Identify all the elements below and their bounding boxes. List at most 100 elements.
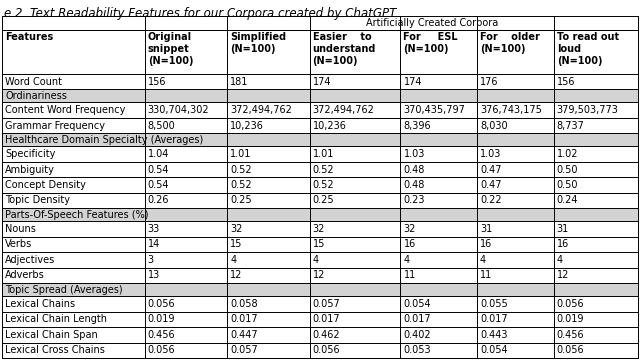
Text: Features: Features: [5, 33, 53, 42]
Text: 32: 32: [312, 224, 325, 234]
Bar: [2, 89, 638, 102]
Text: Parts-Of-Speech Features (%): Parts-Of-Speech Features (%): [5, 210, 148, 220]
Text: 0.057: 0.057: [230, 345, 258, 355]
Text: 0.52: 0.52: [230, 164, 252, 174]
Text: Lexical Chain Length: Lexical Chain Length: [5, 314, 107, 324]
Text: Lexical Cross Chains: Lexical Cross Chains: [5, 345, 105, 355]
Text: 181: 181: [230, 77, 248, 87]
Text: 0.056: 0.056: [148, 345, 175, 355]
Text: 1.03: 1.03: [403, 149, 425, 159]
Text: 0.47: 0.47: [480, 180, 502, 190]
Text: 0.057: 0.057: [312, 299, 340, 309]
Text: 11: 11: [480, 270, 492, 281]
Text: 372,494,762: 372,494,762: [230, 105, 292, 115]
Bar: [2, 30, 638, 74]
Text: 16: 16: [403, 239, 416, 249]
Text: 10,236: 10,236: [312, 121, 346, 131]
Bar: [2, 74, 638, 89]
Text: For    older
(N=100): For older (N=100): [480, 33, 540, 54]
Text: 1.03: 1.03: [480, 149, 501, 159]
Bar: [2, 133, 638, 146]
Text: 176: 176: [480, 77, 499, 87]
Text: 3: 3: [148, 255, 154, 265]
Text: 4: 4: [557, 255, 563, 265]
Text: 330,704,302: 330,704,302: [148, 105, 209, 115]
Bar: [2, 327, 638, 342]
Text: 0.017: 0.017: [480, 314, 508, 324]
Bar: [2, 177, 638, 193]
Text: Adjectives: Adjectives: [5, 255, 55, 265]
Text: 0.019: 0.019: [557, 314, 584, 324]
Text: 0.50: 0.50: [557, 180, 578, 190]
Text: 0.443: 0.443: [480, 330, 508, 340]
Text: 33: 33: [148, 224, 160, 234]
Text: 0.456: 0.456: [148, 330, 175, 340]
Text: 0.26: 0.26: [148, 195, 169, 206]
Bar: [2, 208, 638, 221]
Text: e 2. Text Readability Features for our Corpora created by ChatGPT.: e 2. Text Readability Features for our C…: [4, 7, 399, 20]
Text: 156: 156: [148, 77, 166, 87]
Text: 174: 174: [312, 77, 331, 87]
Text: 379,503,773: 379,503,773: [557, 105, 618, 115]
Text: Verbs: Verbs: [5, 239, 32, 249]
Text: 0.056: 0.056: [148, 299, 175, 309]
Text: 15: 15: [312, 239, 325, 249]
Text: 0.058: 0.058: [230, 299, 258, 309]
Text: Ambiguity: Ambiguity: [5, 164, 55, 174]
Text: 10,236: 10,236: [230, 121, 264, 131]
Text: 174: 174: [403, 77, 422, 87]
Text: 8,030: 8,030: [480, 121, 508, 131]
Text: 4: 4: [230, 255, 236, 265]
Text: To read out
loud
(N=100): To read out loud (N=100): [557, 33, 619, 67]
Text: Lexical Chain Span: Lexical Chain Span: [5, 330, 98, 340]
Text: Artificially Created Corpora: Artificially Created Corpora: [367, 18, 499, 28]
Text: 372,494,762: 372,494,762: [312, 105, 374, 115]
Text: Content Word Frequency: Content Word Frequency: [5, 105, 125, 115]
Bar: [2, 146, 638, 162]
Text: Easier    to
understand
(N=100): Easier to understand (N=100): [312, 33, 376, 67]
Text: Simplified
(N=100): Simplified (N=100): [230, 33, 286, 54]
Text: 0.054: 0.054: [480, 345, 508, 355]
Text: Nouns: Nouns: [5, 224, 36, 234]
Text: 0.52: 0.52: [312, 164, 334, 174]
Text: 4: 4: [312, 255, 319, 265]
Text: 0.52: 0.52: [230, 180, 252, 190]
Text: Adverbs: Adverbs: [5, 270, 45, 281]
Text: For     ESL
(N=100): For ESL (N=100): [403, 33, 458, 54]
Text: 12: 12: [312, 270, 325, 281]
Bar: [2, 221, 638, 237]
Text: 370,435,797: 370,435,797: [403, 105, 465, 115]
Text: 12: 12: [557, 270, 569, 281]
Text: 8,396: 8,396: [403, 121, 431, 131]
Bar: [2, 252, 638, 268]
Text: Grammar Frequency: Grammar Frequency: [5, 121, 105, 131]
Text: 1.02: 1.02: [557, 149, 578, 159]
Text: 0.056: 0.056: [312, 345, 340, 355]
Bar: [2, 118, 638, 133]
Text: 0.019: 0.019: [148, 314, 175, 324]
Text: 4: 4: [403, 255, 410, 265]
Text: 0.056: 0.056: [557, 345, 584, 355]
Text: 31: 31: [557, 224, 569, 234]
Text: 0.54: 0.54: [148, 180, 169, 190]
Text: 11: 11: [403, 270, 416, 281]
Text: 14: 14: [148, 239, 160, 249]
Text: 0.52: 0.52: [312, 180, 334, 190]
Text: 16: 16: [480, 239, 492, 249]
Text: 0.24: 0.24: [557, 195, 578, 206]
Text: Word Count: Word Count: [5, 77, 62, 87]
Text: 16: 16: [557, 239, 569, 249]
Bar: [2, 102, 638, 118]
Bar: [2, 193, 638, 208]
Text: 0.23: 0.23: [403, 195, 425, 206]
Text: 376,743,175: 376,743,175: [480, 105, 542, 115]
Text: 15: 15: [230, 239, 243, 249]
Text: 0.054: 0.054: [403, 299, 431, 309]
Text: 156: 156: [557, 77, 575, 87]
Text: 0.25: 0.25: [230, 195, 252, 206]
Text: 0.017: 0.017: [403, 314, 431, 324]
Text: 0.056: 0.056: [557, 299, 584, 309]
Text: 0.447: 0.447: [230, 330, 258, 340]
Text: 0.48: 0.48: [403, 164, 425, 174]
Bar: [2, 296, 638, 312]
